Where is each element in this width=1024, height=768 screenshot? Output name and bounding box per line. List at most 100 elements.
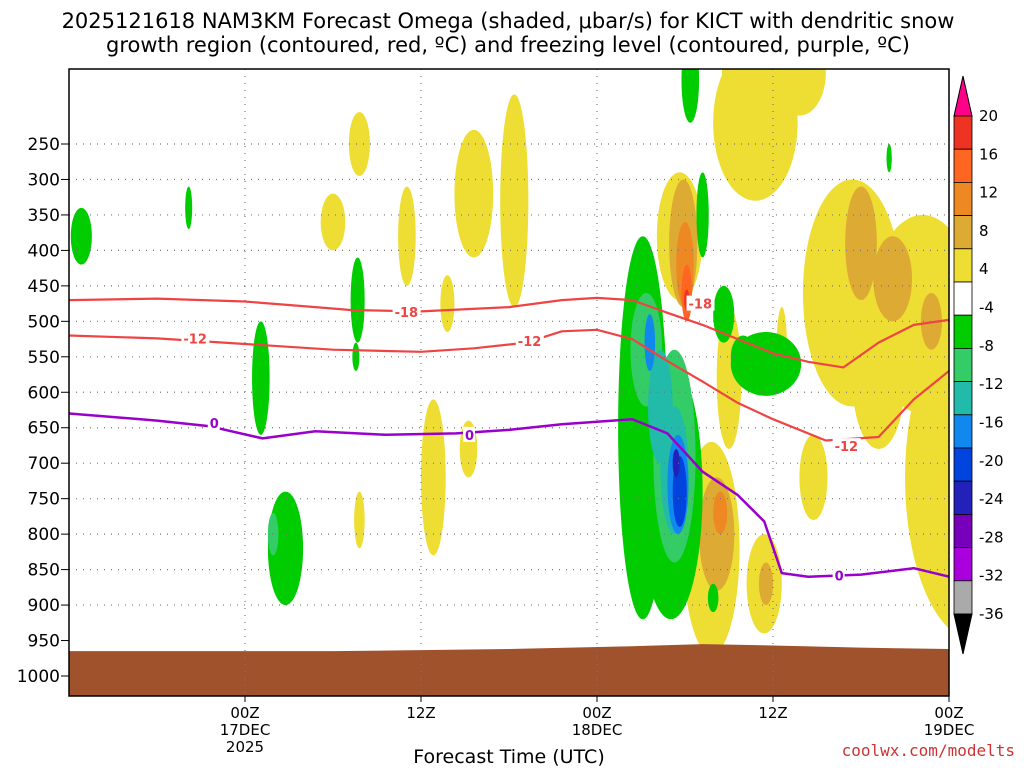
colorbar-seg-8 bbox=[953, 347, 973, 382]
ytick-label-700: 700 bbox=[28, 454, 60, 474]
ground-layer bbox=[69, 644, 949, 696]
contour-label-zero-2: 0 bbox=[835, 569, 844, 584]
omega-area-1 bbox=[773, 69, 826, 116]
omega-area-21 bbox=[1016, 187, 1024, 272]
xtick-label-1-l1: 12Z bbox=[406, 704, 435, 722]
colorbar-label-1: 16 bbox=[979, 145, 998, 163]
omega-area-33 bbox=[713, 491, 728, 535]
colorbar-seg-1 bbox=[953, 115, 973, 150]
ytick-label-650: 650 bbox=[28, 419, 60, 439]
watermark: coolwx.com/modelts bbox=[842, 741, 1015, 760]
xtick-label-4-l2: 19DEC bbox=[924, 721, 975, 739]
omega-area-8 bbox=[440, 275, 455, 332]
colorbar-label-12: -32 bbox=[979, 567, 1004, 585]
contour-label-minus18-0: -18 bbox=[395, 306, 419, 321]
colorbar: 20 16 12 8 4 -4 -8 -12 -16 -20 -24 -28 -32 -36 bbox=[953, 75, 1004, 655]
omega-area-43 bbox=[681, 69, 700, 123]
contour-minus12 bbox=[69, 328, 949, 442]
xtick-label-0-l2: 17DEC bbox=[220, 721, 271, 739]
ytick-label-500: 500 bbox=[28, 312, 60, 332]
ytick-label-1000: 1000 bbox=[17, 667, 60, 687]
omega-area-30 bbox=[758, 562, 774, 606]
omega-area-51 bbox=[707, 583, 719, 613]
colorbar-bottom-arrow bbox=[953, 613, 973, 655]
omega-area-56 bbox=[267, 512, 279, 556]
colorbar-seg-12 bbox=[953, 480, 973, 515]
colorbar-label-10: -24 bbox=[979, 490, 1004, 508]
contour-lines: -18 -18 -12 -12 -12 0 0 0 bbox=[69, 295, 949, 584]
omega-area-25 bbox=[873, 236, 913, 322]
contour-label-bg-zero-1 bbox=[463, 426, 475, 442]
ytick-label-450: 450 bbox=[28, 277, 60, 297]
omega-area-5 bbox=[500, 94, 529, 308]
contour-label-minus18-1: -18 bbox=[689, 298, 713, 313]
colorbar-seg-11 bbox=[953, 447, 973, 482]
ytick-label-250: 250 bbox=[28, 135, 60, 155]
omega-area-16 bbox=[799, 434, 828, 520]
omega-area-4 bbox=[454, 129, 494, 258]
colorbar-seg-14 bbox=[953, 547, 973, 582]
chart-title-line2: growth region (contoured, red, ºC) and f… bbox=[106, 33, 910, 57]
ytick-label-750: 750 bbox=[28, 490, 60, 510]
colorbar-seg-3 bbox=[953, 181, 973, 216]
xtick-label-2-l2: 18DEC bbox=[572, 721, 623, 739]
colorbar-label-7: -12 bbox=[979, 375, 1004, 393]
omega-area-14 bbox=[852, 307, 905, 450]
colorbar-top-arrow bbox=[953, 75, 973, 117]
xtick-label-0-l3: 2025 bbox=[226, 738, 264, 756]
y-axis-ticks: 250 300 350 400 450 500 550 600 650 700 750 800 850 9… bbox=[17, 135, 69, 687]
ytick-label-550: 550 bbox=[28, 348, 60, 368]
ytick-label-850: 850 bbox=[28, 561, 60, 581]
contour-label-bg-minus12-1 bbox=[515, 333, 544, 349]
omega-area-3 bbox=[348, 112, 370, 176]
ytick-label-900: 900 bbox=[28, 596, 60, 616]
omega-area-52 bbox=[696, 172, 709, 258]
omega-area-41 bbox=[350, 257, 365, 343]
colorbar-seg-2 bbox=[953, 148, 973, 183]
chart-title-line1: 2025121618 NAM3KM Forecast Omega (shaded… bbox=[62, 9, 955, 33]
omega-area-35 bbox=[1007, 534, 1018, 577]
xtick-label-3-l1: 12Z bbox=[758, 704, 787, 722]
contour-label-bg-zero-0 bbox=[207, 414, 220, 430]
colorbar-seg-7 bbox=[953, 314, 973, 349]
contour-label-bg-minus12-0 bbox=[181, 330, 210, 346]
omega-area-0 bbox=[713, 69, 798, 201]
omega-area-62 bbox=[672, 449, 680, 478]
ytick-label-350: 350 bbox=[28, 206, 60, 226]
ytick-label-950: 950 bbox=[28, 632, 60, 652]
contour-label-bg-minus18-0 bbox=[392, 304, 421, 320]
omega-area-15 bbox=[905, 326, 949, 629]
ground-fill bbox=[69, 644, 949, 696]
colorbar-label-5: -4 bbox=[979, 299, 994, 317]
ytick-label-800: 800 bbox=[28, 525, 60, 545]
omega-area-9 bbox=[421, 399, 446, 556]
colorbar-label-13: -36 bbox=[979, 605, 1004, 623]
omega-area-38 bbox=[185, 186, 193, 230]
contour-label-minus12-2: -12 bbox=[835, 440, 859, 455]
ytick-label-400: 400 bbox=[28, 241, 60, 261]
contour-label-bg-zero-2 bbox=[832, 567, 845, 583]
xtick-label-2-l1: 00Z bbox=[582, 704, 611, 722]
omega-area-11 bbox=[354, 491, 365, 549]
omega-area-7 bbox=[320, 193, 346, 251]
ytick-label-600: 600 bbox=[28, 383, 60, 403]
ytick-label-300: 300 bbox=[28, 170, 60, 190]
omega-area-2 bbox=[721, 69, 737, 88]
omega-area-47 bbox=[713, 285, 735, 343]
contour-zero bbox=[69, 412, 949, 579]
contour-label-zero-0: 0 bbox=[210, 417, 219, 432]
contour-label-bg-minus12-2 bbox=[832, 438, 861, 454]
colorbar-label-6: -8 bbox=[979, 337, 994, 355]
colorbar-seg-6 bbox=[953, 281, 973, 316]
omega-area-48 bbox=[730, 335, 756, 379]
omega-area-24 bbox=[845, 186, 877, 301]
x-axis-label: Forecast Time (UTC) bbox=[413, 746, 604, 768]
colorbar-label-3: 8 bbox=[979, 222, 989, 240]
xtick-label-4-l1: 00Z bbox=[934, 704, 963, 722]
contour-label-minus12-0: -12 bbox=[183, 332, 207, 347]
xtick-label-0-l1: 00Z bbox=[230, 704, 259, 722]
colorbar-seg-13 bbox=[953, 514, 973, 549]
omega-area-6 bbox=[398, 186, 416, 286]
omega-area-49 bbox=[1018, 94, 1024, 122]
